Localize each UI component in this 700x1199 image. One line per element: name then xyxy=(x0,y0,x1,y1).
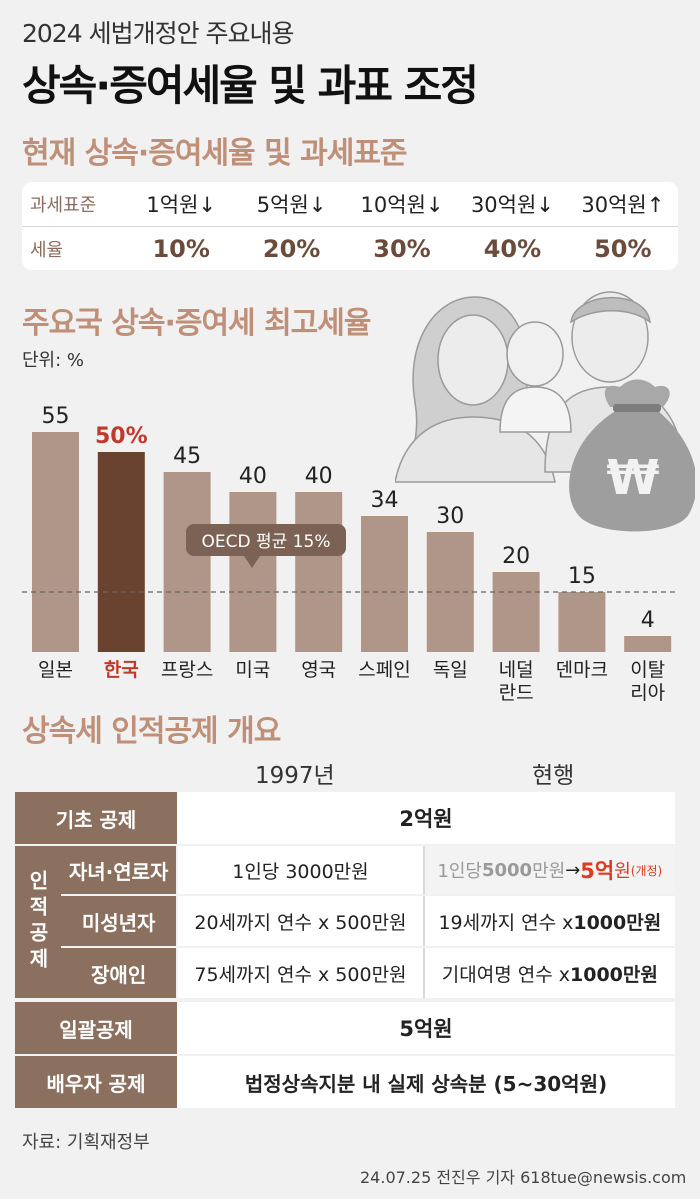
cell-1997: 1인당 3000만원 xyxy=(176,846,423,894)
group-label-personal: 인적공제 xyxy=(15,846,61,998)
cell-1997: 75세까지 연수 x 500만원 xyxy=(176,948,423,998)
cell-current: 기대여명 연수 x 1000만원 xyxy=(422,948,675,998)
value-label: 34 xyxy=(371,488,399,513)
rate-row: 세율 10% 20% 30% 40% 50% xyxy=(22,226,678,271)
cur-old-unit: 만원 xyxy=(532,861,566,882)
cell-1997: 20세까지 연수 x 500만원 xyxy=(176,896,423,946)
bracket-row-label: 과세표준 xyxy=(30,195,97,216)
row-label: 기초 공제 xyxy=(15,792,177,844)
rate-cell: 30% xyxy=(373,235,431,263)
credit-line: 24.07.25 전진우 기자 618tue@newsis.com xyxy=(360,1168,687,1187)
cur-amount: 1000만원 xyxy=(573,911,662,934)
row-label: 미성년자 xyxy=(61,896,177,946)
bar-영국 xyxy=(295,492,343,652)
kicker: 2024 세법개정안 주요내용 xyxy=(22,19,295,48)
svg-text:₩: ₩ xyxy=(607,450,660,506)
category-label: 스페인 xyxy=(358,659,410,681)
oecd-callout-box xyxy=(186,524,346,556)
table-row: 장애인 75세까지 연수 x 500만원 기대여명 연수 x 1000만원 xyxy=(61,948,675,998)
oecd-average-callout: OECD 평균 15% xyxy=(186,524,346,568)
section-title-deduction: 상속세 인적공제 개요 xyxy=(22,714,281,749)
category-label: 일본 xyxy=(38,659,73,681)
category-label: 이탈 리아 xyxy=(630,659,665,704)
money-bag-icon: ₩ xyxy=(569,379,695,532)
cur-prefix: 1인당 xyxy=(437,861,482,882)
cur-new-value: 5억 xyxy=(580,859,615,883)
value-label: 40 xyxy=(305,464,333,489)
bar-네덜란드 xyxy=(492,572,540,652)
bracket-cell: 5억원↓ xyxy=(256,193,327,217)
category-label: 미국 xyxy=(235,659,270,681)
bar-스페인 xyxy=(361,516,408,652)
rate-cell: 50% xyxy=(594,235,652,263)
cur-new-unit: 원 xyxy=(614,861,631,882)
value-label: 30 xyxy=(436,504,464,529)
cur-amount: 1000만원 xyxy=(570,963,658,986)
table-row: 배우자 공제 법정상속지분 내 실제 상속분 (5~30억원) xyxy=(15,1056,675,1108)
bracket-cell: 30억원↓ xyxy=(470,193,554,217)
unit-label: 단위: % xyxy=(22,350,85,371)
cur-text: 19세까지 연수 x xyxy=(438,911,574,934)
revision-note: (개정) xyxy=(630,863,663,878)
category-label: 덴마크 xyxy=(556,659,608,681)
column-header-current: 현행 xyxy=(532,763,575,789)
category-label: 프랑스 xyxy=(161,659,213,681)
category-label: 영국 xyxy=(301,659,336,681)
value-label: 4 xyxy=(641,608,655,633)
oecd-callout-pointer xyxy=(244,556,260,568)
cur-old-value: 5000 xyxy=(481,859,533,881)
family-illustration: ₩ xyxy=(395,291,695,532)
spouse-deduction-value: 법정상속지분 내 실제 상속분 (5~30억원) xyxy=(177,1056,675,1108)
value-label: 15 xyxy=(568,564,596,589)
lump-deduction-value: 5억원 xyxy=(177,1002,675,1054)
bracket-cell: 1억원↓ xyxy=(146,193,216,217)
bracket-row: 과세표준 1억원↓ 5억원↓ 10억원↓ 30억원↓ 30억원↑ xyxy=(22,182,678,226)
row-label: 자녀·연로자 xyxy=(61,846,177,894)
bar-프랑스 xyxy=(163,472,211,652)
value-label: 20 xyxy=(502,544,530,569)
bracket-cell: 10억원↓ xyxy=(360,193,444,217)
source-note: 자료: 기획재정부 xyxy=(22,1132,150,1153)
bar-한국 xyxy=(97,452,145,652)
value-label: 50% xyxy=(95,424,148,449)
arrow-icon: → xyxy=(565,859,581,881)
cur-text: 기대여명 연수 x xyxy=(441,963,570,986)
bar-미국 xyxy=(229,492,277,652)
group-label-text: 인적공제 xyxy=(25,870,50,974)
cell-current: 19세까지 연수 x 1000만원 xyxy=(422,896,675,946)
section-title-rates: 현재 상속·증여세율 및 과세표준 xyxy=(22,136,408,171)
category-label: 네덜 란드 xyxy=(499,659,534,704)
rate-cell: 10% xyxy=(152,235,210,263)
value-label: 45 xyxy=(173,444,201,469)
bar-덴마크 xyxy=(558,592,606,652)
rate-cell: 40% xyxy=(483,235,542,263)
table-row: 자녀·연로자 1인당 3000만원 1인당 5000 만원 → 5억 원 (개정) xyxy=(61,846,675,894)
cell-current: 1인당 5000 만원 → 5억 원 (개정) xyxy=(422,846,675,894)
row-label: 장애인 xyxy=(61,948,177,998)
table-row: 기초 공제 2억원 xyxy=(15,792,675,844)
row-label: 배우자 공제 xyxy=(15,1056,177,1108)
column-header-1997: 1997년 xyxy=(255,763,335,789)
category-label: 독일 xyxy=(433,659,468,681)
table-row: 일괄공제 5억원 xyxy=(15,1002,675,1054)
oecd-average-label: OECD 평균 15% xyxy=(202,532,331,552)
basic-deduction-value: 2억원 xyxy=(177,792,675,844)
rate-table: 과세표준 1억원↓ 5억원↓ 10억원↓ 30억원↓ 30억원↑ 세율 10% … xyxy=(22,182,678,270)
bracket-cell: 30억원↑ xyxy=(581,193,665,217)
rate-row-label: 세율 xyxy=(30,240,64,261)
bar-이탈리아 xyxy=(624,636,672,652)
bar-일본 xyxy=(32,432,79,652)
row-label: 일괄공제 xyxy=(15,1002,177,1054)
page-title: 상속·증여세율 및 과표 조정 xyxy=(22,61,479,110)
section-title-top-rates: 주요국 상속·증여세 최고세율 xyxy=(22,306,371,341)
value-label: 55 xyxy=(42,404,70,429)
category-label: 한국 xyxy=(104,659,139,681)
top-rate-bar-chart: 55 50% 45 40 40 34 30 20 15 4 일본 한국 프랑스 미국 영국 스페인 독일 네덜 란… xyxy=(22,404,678,704)
value-label: 40 xyxy=(239,464,267,489)
rate-cell: 20% xyxy=(262,235,321,263)
table-row: 미성년자 20세까지 연수 x 500만원 19세까지 연수 x 1000만원 xyxy=(61,896,675,946)
